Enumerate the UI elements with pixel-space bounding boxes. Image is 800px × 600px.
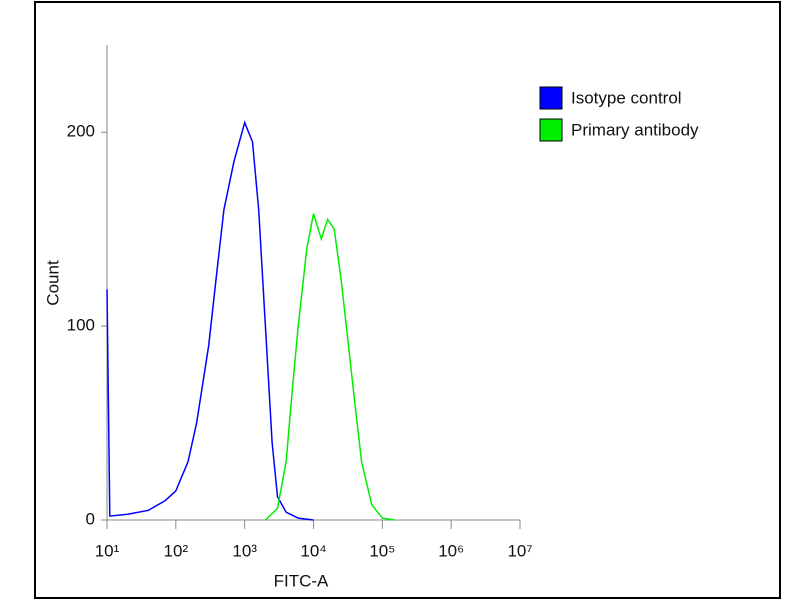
legend-swatch <box>539 86 563 110</box>
x-tick-label: 10⁶ <box>438 541 464 560</box>
histogram-line <box>106 120 314 521</box>
legend-label: Primary antibody <box>571 120 699 139</box>
y-axis-label: Count <box>43 260 62 306</box>
histogram-line <box>264 213 395 521</box>
frame <box>34 1 781 599</box>
x-tick-label: 10⁴ <box>300 541 326 560</box>
x-axis-label: FITC-A <box>274 571 329 590</box>
y-tick-label: 100 <box>67 316 95 335</box>
x-tick-label: 10² <box>164 541 189 560</box>
x-tick-label: 10⁵ <box>369 541 395 560</box>
x-tick-label: 10¹ <box>95 541 120 560</box>
legend-label: Isotype control <box>571 88 682 107</box>
x-tick-label: 10⁷ <box>507 541 532 560</box>
legend-swatch <box>539 118 563 142</box>
y-tick-label: 0 <box>86 509 95 528</box>
x-tick-label: 10³ <box>232 541 257 560</box>
y-tick-label: 200 <box>67 122 95 141</box>
